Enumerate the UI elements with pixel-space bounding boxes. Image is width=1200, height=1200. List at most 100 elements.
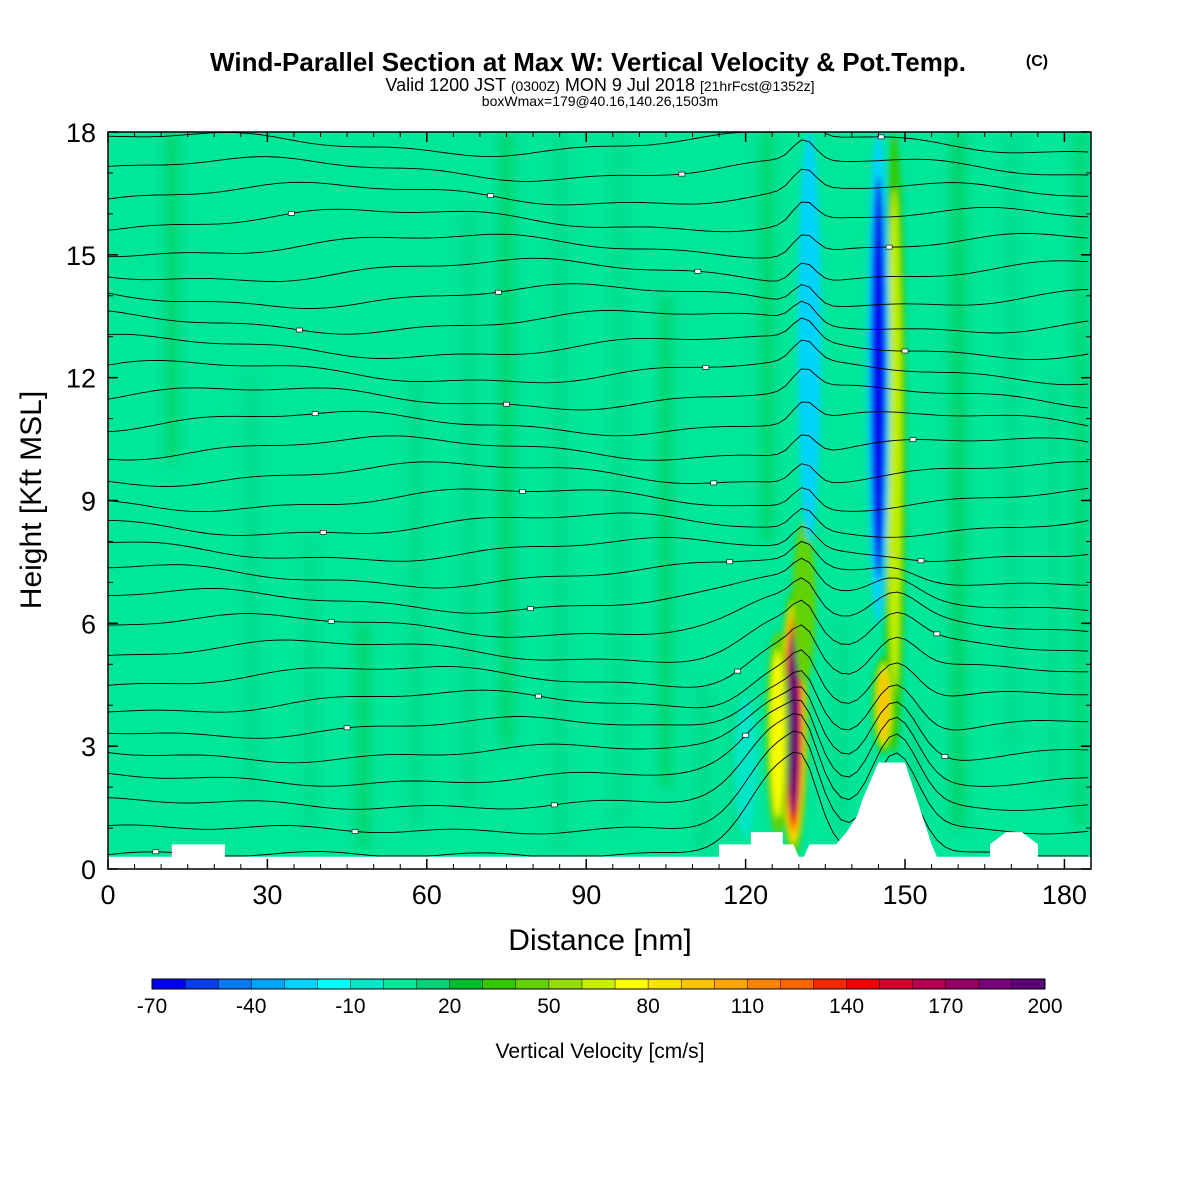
velocity-streak xyxy=(553,132,566,849)
colorbar-swatch xyxy=(714,979,748,989)
velocity-streak xyxy=(761,132,772,542)
colorbar-swatch xyxy=(515,979,550,989)
colorbar-swatch xyxy=(780,979,814,989)
isentrope xyxy=(108,649,1089,713)
colorbar-swatch xyxy=(615,979,649,989)
y-tick-label: 9 xyxy=(81,487,96,517)
isentrope xyxy=(108,686,1089,764)
isentrope xyxy=(108,599,1089,663)
isentrope-label-marker xyxy=(941,754,949,759)
colorbar-swatch xyxy=(416,979,450,989)
isentrope-label-marker xyxy=(287,211,295,216)
velocity-streak xyxy=(1048,377,1059,788)
colorbar-swatch xyxy=(581,979,616,989)
x-tick-label: 150 xyxy=(882,880,927,910)
colorbar-swatch xyxy=(648,979,682,989)
velocity-streak xyxy=(410,377,423,829)
velocity-streak xyxy=(697,684,710,849)
y-tick-label: 6 xyxy=(81,609,96,639)
isentrope-label-marker xyxy=(678,171,686,177)
velocity-core xyxy=(770,649,786,818)
isentrope-label-marker xyxy=(495,289,502,295)
isentrope xyxy=(108,525,1089,562)
colorbar-swatch xyxy=(185,979,219,989)
isentrope xyxy=(108,577,1089,638)
velocity-streak xyxy=(166,132,177,460)
velocity-core xyxy=(870,176,886,580)
y-tick-label: 12 xyxy=(66,364,96,394)
colorbar-tick-labels: -70 -40 -10 20 50 80 110 140 170 200 xyxy=(137,995,1063,1018)
velocity-core xyxy=(792,520,816,685)
colorbar-swatch xyxy=(251,979,285,989)
subtitle-valid: Valid 1200 JST xyxy=(385,75,506,95)
colorbar-tick-label: 50 xyxy=(537,995,560,1018)
terrain xyxy=(108,762,1091,869)
isentrope-label-marker xyxy=(487,193,494,198)
isentrope-label-marker xyxy=(519,489,526,494)
x-tick-label: 90 xyxy=(571,880,601,910)
x-tick-label: 120 xyxy=(723,880,768,910)
isentrope xyxy=(108,487,1089,513)
isentrope-label-marker xyxy=(527,606,534,611)
velocity-streak xyxy=(358,623,369,849)
isentrope xyxy=(108,540,1089,589)
colorbar-tick-label: -70 xyxy=(137,995,167,1018)
isentrope xyxy=(108,699,1089,787)
velocity-core xyxy=(886,188,902,699)
isentrope-label-marker xyxy=(702,364,710,370)
isentrope xyxy=(108,339,1089,386)
velocity-streak xyxy=(304,541,315,829)
isentrope-label-marker xyxy=(877,134,885,140)
isentrope xyxy=(108,434,1089,461)
colorbar-swatch xyxy=(548,979,583,989)
velocity-streak xyxy=(462,213,477,808)
isentrope-label-marker xyxy=(280,120,286,124)
isentrope xyxy=(108,713,1089,811)
colorbar-swatch xyxy=(152,979,186,989)
colorbar-tick-label: -10 xyxy=(335,995,365,1018)
isentrope-label-marker xyxy=(742,732,749,738)
isentrope xyxy=(108,139,1089,182)
colorbar-swatch xyxy=(482,979,517,989)
isentrope xyxy=(108,670,1089,739)
velocity-streak xyxy=(660,295,671,788)
isentrope-label-marker xyxy=(885,244,893,250)
colorbar-swatch xyxy=(681,979,715,989)
colorbar xyxy=(151,978,1046,990)
colorbar-tick-label: 200 xyxy=(1027,995,1062,1018)
colorbar-swatch xyxy=(284,979,318,989)
x-axis-title: Distance [nm] xyxy=(508,924,691,957)
isentrope xyxy=(108,257,1089,282)
colorbar-frame xyxy=(151,978,1046,990)
isentrope-label-marker xyxy=(327,619,335,624)
plot-background xyxy=(108,132,1091,869)
isentrope-label-marker xyxy=(917,558,925,564)
velocity-streak xyxy=(952,132,965,829)
isentrope xyxy=(108,508,1089,538)
isentrope-label-marker xyxy=(734,668,742,674)
colorbar-tick-label: 80 xyxy=(636,995,659,1018)
colorbar-swatch xyxy=(846,979,880,989)
x-tick-label: 30 xyxy=(252,880,282,910)
isentrope xyxy=(108,557,1089,614)
isentrope-label-marker xyxy=(351,829,359,834)
velocity-core xyxy=(789,639,798,808)
isentrope-label-marker xyxy=(694,268,702,274)
isentrope-label-marker xyxy=(311,411,319,417)
velocity-streak xyxy=(1076,132,1085,829)
colorbar-swatch xyxy=(350,979,384,989)
isentrope xyxy=(108,283,1089,309)
isentrope-label-marker xyxy=(319,529,327,535)
chart-subtitle: Valid 1200 JST (0300Z) MON 9 Jul 2018 [2… xyxy=(385,75,814,95)
velocity-streak xyxy=(501,132,512,747)
velocity-streak xyxy=(836,623,847,829)
y-tick-label: 18 xyxy=(66,118,96,148)
isentrope xyxy=(108,730,1089,835)
isentrope-label-marker xyxy=(933,631,941,637)
velocity-features xyxy=(734,132,906,857)
isentrope xyxy=(108,168,1089,206)
potential-temperature-contours xyxy=(108,120,1089,857)
isentrope-label-marker xyxy=(295,327,303,333)
colorbar-swatch xyxy=(218,979,252,989)
